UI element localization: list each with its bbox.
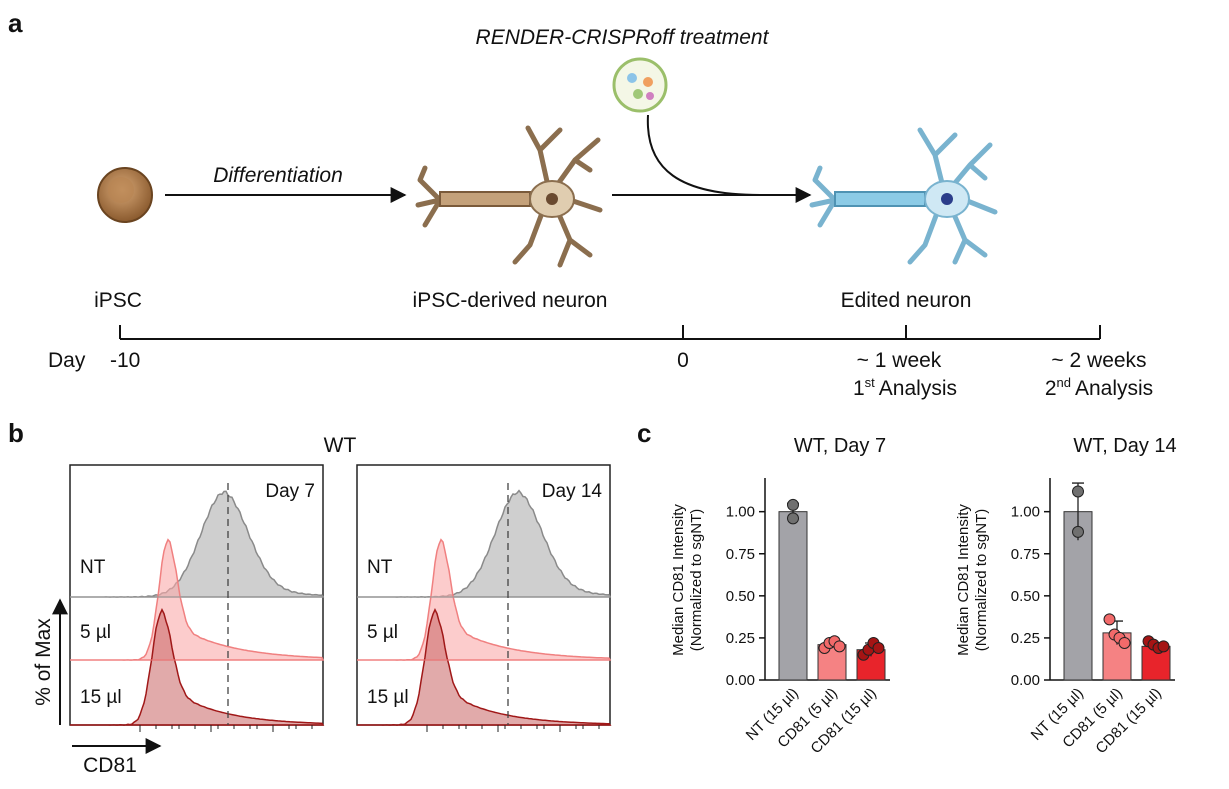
y-tick-label: 1.00	[1011, 504, 1040, 521]
y-axis-label: (Normalized to sgNT)	[688, 509, 705, 652]
row-label: NT	[367, 557, 393, 578]
panel-label: b	[8, 418, 24, 448]
row-label: 15 µl	[80, 687, 122, 708]
y-tick-label: 1.00	[726, 504, 755, 521]
day-label: ~ 2 weeks	[1051, 349, 1146, 372]
histograms: Day 7 NT 5 µl 15 µl Day 14 NT 5 µl 15 µl	[69, 464, 612, 732]
bar	[778, 511, 808, 681]
y-tick-label: 0.00	[1011, 672, 1040, 689]
y-axis-label: % of Max	[32, 618, 55, 706]
treatment-arrow	[646, 114, 761, 196]
analysis: Analysis	[1075, 377, 1153, 400]
y-axis-label: Median CD81 Intensity	[670, 504, 687, 656]
y-tick-label: 0.75	[1011, 546, 1040, 563]
step-label: Differentiation	[213, 164, 343, 187]
row-label: 5 µl	[367, 622, 398, 643]
stage-label: Edited neuron	[841, 289, 972, 312]
timeline	[119, 325, 1101, 340]
y-axis-label: (Normalized to sgNT)	[973, 509, 990, 652]
day-label: ~ 1 week	[857, 349, 942, 372]
timeline-label: Day	[48, 349, 86, 372]
day-label: 0	[677, 349, 689, 372]
day-label: Day 7	[265, 481, 315, 502]
analysis: Analysis	[879, 377, 957, 400]
data-point	[1103, 613, 1116, 626]
chart-title: WT, Day 7	[794, 435, 886, 457]
data-point	[833, 640, 846, 653]
x-axis-label: CD81	[83, 754, 137, 777]
neuron	[415, 125, 603, 268]
stage-label: iPSC	[94, 289, 142, 312]
row-label: 15 µl	[367, 687, 409, 708]
row-label: 5 µl	[80, 622, 111, 643]
histogram-nt	[70, 490, 325, 598]
data-point	[1118, 636, 1131, 649]
y-tick-label: 0.50	[726, 588, 755, 605]
ordinal: 1	[853, 377, 865, 400]
y-tick-label: 0.75	[726, 546, 755, 563]
panel-label: a	[8, 8, 23, 38]
y-tick-label: 0.50	[1011, 588, 1040, 605]
data-point	[1072, 485, 1084, 498]
y-tick-label: 0.25	[1011, 630, 1040, 647]
data-point	[1157, 640, 1170, 653]
panel-label: c	[637, 418, 651, 448]
day-label: -10	[110, 349, 140, 372]
data-point	[787, 512, 799, 525]
row-label: NT	[80, 557, 106, 578]
nucleus	[108, 177, 134, 203]
virus-icon	[612, 57, 668, 113]
y-tick-label: 0.25	[726, 630, 755, 647]
edited-neuron	[809, 127, 998, 265]
y-tick-label: 0.00	[726, 672, 755, 689]
data-point	[787, 498, 799, 511]
chart-title: WT, Day 14	[1073, 435, 1176, 457]
histogram-nt	[357, 489, 612, 598]
data-point	[1072, 525, 1084, 538]
day-label: Day 14	[542, 481, 603, 502]
analysis-label: 1st Analysis	[853, 375, 957, 400]
ordinal-suffix: nd	[1057, 375, 1071, 390]
ordinal-suffix: st	[865, 375, 876, 390]
panel-title: WT	[324, 434, 357, 457]
treatment-label: RENDER-CRISPRoff treatment	[476, 26, 770, 49]
analysis-label: 2nd Analysis	[1045, 375, 1153, 400]
histogram-15ul	[70, 607, 325, 726]
data-point	[872, 642, 885, 655]
ordinal: 2	[1045, 377, 1057, 400]
histogram-15ul	[357, 607, 612, 726]
stage-label: iPSC-derived neuron	[413, 289, 608, 312]
y-axis-label: Median CD81 Intensity	[955, 504, 972, 656]
